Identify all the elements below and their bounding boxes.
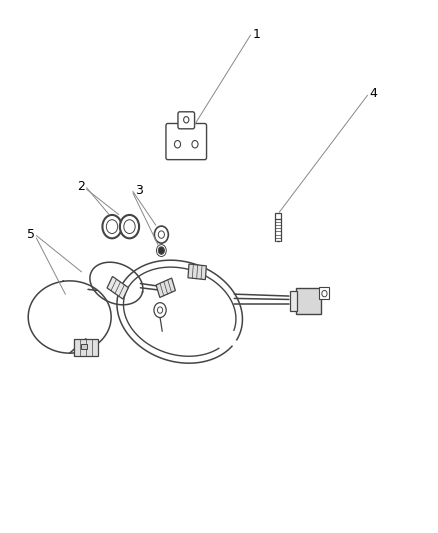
Circle shape xyxy=(154,303,166,318)
Bar xyxy=(74,339,98,356)
FancyBboxPatch shape xyxy=(178,112,194,129)
Circle shape xyxy=(322,290,327,297)
Circle shape xyxy=(184,117,189,123)
Bar xyxy=(188,264,206,280)
Text: 5: 5 xyxy=(27,228,35,241)
Circle shape xyxy=(106,220,118,233)
Text: 3: 3 xyxy=(135,184,143,197)
Circle shape xyxy=(174,141,180,148)
Bar xyxy=(275,213,281,219)
Bar xyxy=(319,287,329,299)
Circle shape xyxy=(158,247,164,254)
Circle shape xyxy=(124,220,135,233)
Bar xyxy=(156,278,175,297)
Circle shape xyxy=(192,141,198,148)
Circle shape xyxy=(157,307,162,313)
Circle shape xyxy=(156,245,166,256)
Bar xyxy=(290,292,297,311)
Circle shape xyxy=(158,231,164,238)
Circle shape xyxy=(154,226,168,243)
Circle shape xyxy=(102,215,122,238)
FancyBboxPatch shape xyxy=(166,124,207,160)
Text: 2: 2 xyxy=(77,180,85,193)
Text: 1: 1 xyxy=(253,28,261,41)
Circle shape xyxy=(120,215,139,238)
Bar xyxy=(81,344,87,349)
Bar xyxy=(297,288,321,314)
Bar xyxy=(107,277,128,299)
Text: 4: 4 xyxy=(370,87,378,100)
